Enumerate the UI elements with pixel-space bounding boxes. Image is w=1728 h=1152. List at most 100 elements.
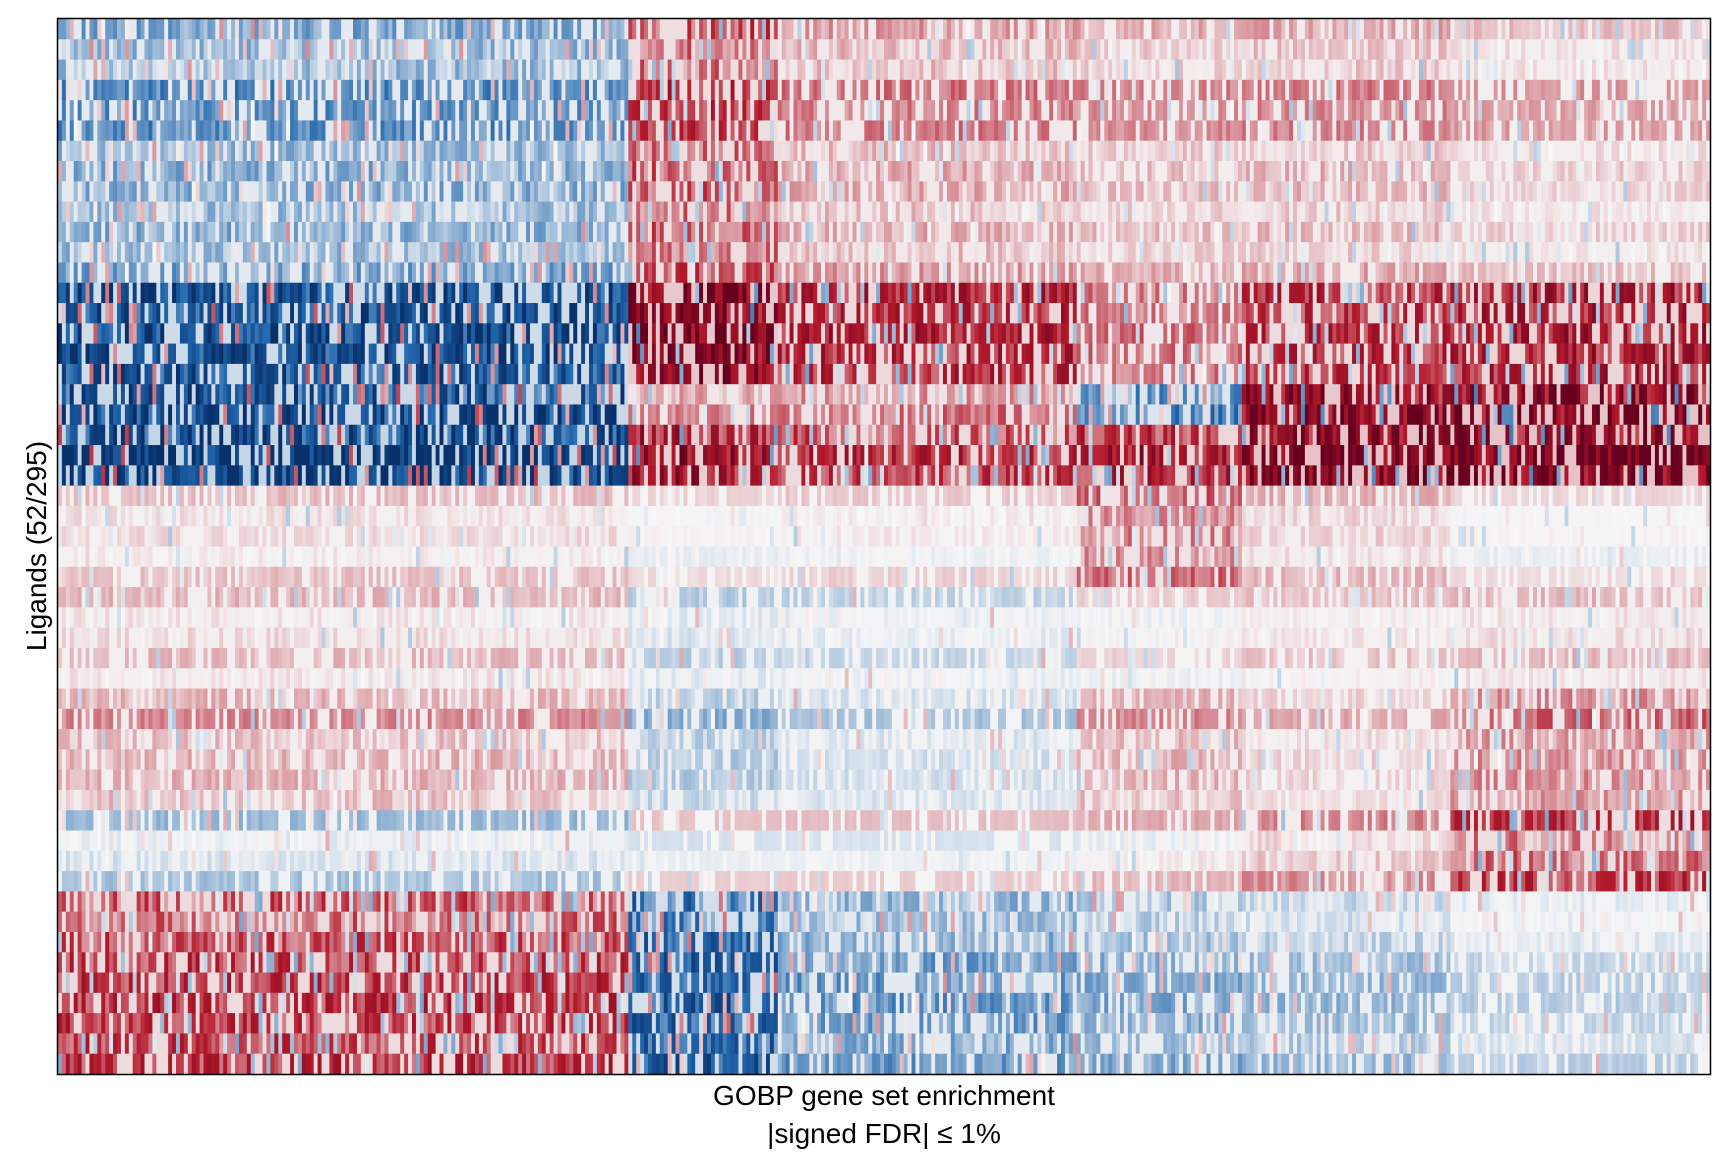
heatmap-cell [782, 120, 787, 141]
heatmap-cell [93, 202, 98, 223]
heatmap-cell [939, 60, 944, 81]
heatmap-cell [609, 120, 614, 141]
heatmap-cell [1002, 222, 1007, 243]
heatmap-cell [1529, 222, 1534, 243]
heatmap-cell [1486, 161, 1491, 182]
heatmap-cell [1242, 19, 1247, 40]
heatmap-cell [322, 202, 327, 223]
heatmap-cell [971, 161, 976, 182]
heatmap-cell [392, 202, 397, 223]
heatmap-cell [951, 222, 956, 243]
heatmap-cell [345, 39, 350, 60]
heatmap-cell [502, 120, 507, 141]
heatmap-cell [66, 100, 71, 121]
heatmap-cell [306, 39, 311, 60]
heatmap-cell [872, 242, 877, 263]
heatmap-cell [475, 39, 480, 60]
heatmap-cell [723, 60, 728, 81]
heatmap-cell [758, 161, 763, 182]
heatmap-cell [1053, 100, 1058, 121]
heatmap-cell [1022, 202, 1027, 223]
heatmap-cell [1167, 19, 1172, 40]
heatmap-cell [443, 202, 448, 223]
heatmap-cell [774, 141, 779, 162]
heatmap-cell [1242, 39, 1247, 60]
heatmap-cell [1576, 100, 1581, 121]
heatmap-cell [963, 60, 968, 81]
heatmap-cell [1478, 120, 1483, 141]
heatmap-cell [1356, 19, 1361, 40]
heatmap-cell [542, 80, 547, 101]
heatmap-cell [506, 161, 511, 182]
heatmap-cell [1446, 80, 1451, 101]
heatmap-cell [1262, 120, 1267, 141]
heatmap-cell [1120, 141, 1125, 162]
heatmap-cell [357, 19, 362, 40]
heatmap-cell [853, 222, 858, 243]
heatmap-cell [1686, 141, 1691, 162]
heatmap-cell [1073, 222, 1078, 243]
heatmap-cell [1663, 181, 1668, 202]
heatmap-cell [1207, 39, 1212, 60]
heatmap-cell [530, 39, 535, 60]
heatmap-cell [145, 60, 150, 81]
heatmap-cell [1411, 80, 1416, 101]
heatmap-cell [420, 242, 425, 263]
heatmap-cell [1336, 141, 1341, 162]
heatmap-cell [1482, 120, 1487, 141]
heatmap-cell [1207, 60, 1212, 81]
heatmap-cell [1045, 100, 1050, 121]
heatmap-cell [624, 100, 629, 121]
heatmap-cell [695, 80, 700, 101]
heatmap-cell [644, 161, 649, 182]
heatmap-cell [1336, 80, 1341, 101]
heatmap-cell [1336, 39, 1341, 60]
heatmap-cell [1686, 19, 1691, 40]
heatmap-cell [1482, 141, 1487, 162]
heatmap-cell [1659, 100, 1664, 121]
heatmap-cell [443, 181, 448, 202]
heatmap-cell [74, 80, 79, 101]
heatmap-cell [1317, 19, 1322, 40]
heatmap-cell [1277, 100, 1282, 121]
heatmap-cell [223, 39, 228, 60]
heatmap-cell [1561, 19, 1566, 40]
heatmap-cell [1328, 242, 1333, 263]
heatmap-cell [971, 39, 976, 60]
heatmap-cell [967, 242, 972, 263]
heatmap-cell [1671, 60, 1676, 81]
heatmap-cell [959, 39, 964, 60]
heatmap-cell [1120, 39, 1125, 60]
heatmap-cell [365, 181, 370, 202]
heatmap-cell [1092, 202, 1097, 223]
heatmap-cell [1128, 120, 1133, 141]
heatmap-cell [1179, 242, 1184, 263]
heatmap-cell [1584, 141, 1589, 162]
heatmap-cell [1030, 141, 1035, 162]
heatmap-cell [443, 100, 448, 121]
heatmap-cell [1498, 100, 1503, 121]
heatmap-cell [74, 141, 79, 162]
heatmap-cell [652, 202, 657, 223]
heatmap-cell [522, 141, 527, 162]
heatmap-cell [471, 100, 476, 121]
heatmap-cell [495, 242, 500, 263]
heatmap-cell [656, 60, 661, 81]
heatmap-cell [160, 80, 165, 101]
heatmap-cell [274, 120, 279, 141]
heatmap-cell [723, 242, 728, 263]
heatmap-cell [286, 120, 291, 141]
heatmap-cell [396, 60, 401, 81]
heatmap-cell [935, 39, 940, 60]
heatmap-cell [856, 161, 861, 182]
heatmap-cell [1572, 100, 1577, 121]
heatmap-cell [239, 141, 244, 162]
heatmap-cell [357, 222, 362, 243]
heatmap-cell [506, 60, 511, 81]
heatmap-cell [927, 19, 932, 40]
heatmap-cell [1411, 100, 1416, 121]
heatmap-cell [982, 80, 987, 101]
heatmap-cell [156, 120, 161, 141]
heatmap-cell [1671, 222, 1676, 243]
heatmap-cell [235, 100, 240, 121]
